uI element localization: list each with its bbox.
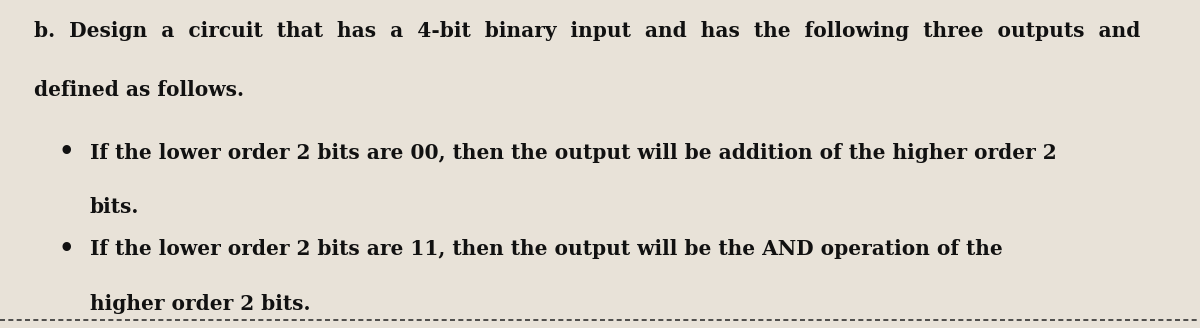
Text: higher order 2 bits.: higher order 2 bits. bbox=[90, 294, 311, 314]
Text: b.  Design  a  circuit  that  has  a  4-bit  binary  input  and  has  the  follo: b. Design a circuit that has a 4-bit bin… bbox=[34, 21, 1140, 41]
Text: If the lower order 2 bits are 11, then the output will be the AND operation of t: If the lower order 2 bits are 11, then t… bbox=[90, 239, 1003, 259]
Text: bits.: bits. bbox=[90, 197, 139, 217]
Text: •: • bbox=[59, 236, 73, 260]
Text: •: • bbox=[59, 139, 73, 163]
Text: If the lower order 2 bits are 00, then the output will be addition of the higher: If the lower order 2 bits are 00, then t… bbox=[90, 143, 1057, 163]
Text: defined as follows.: defined as follows. bbox=[34, 80, 244, 100]
